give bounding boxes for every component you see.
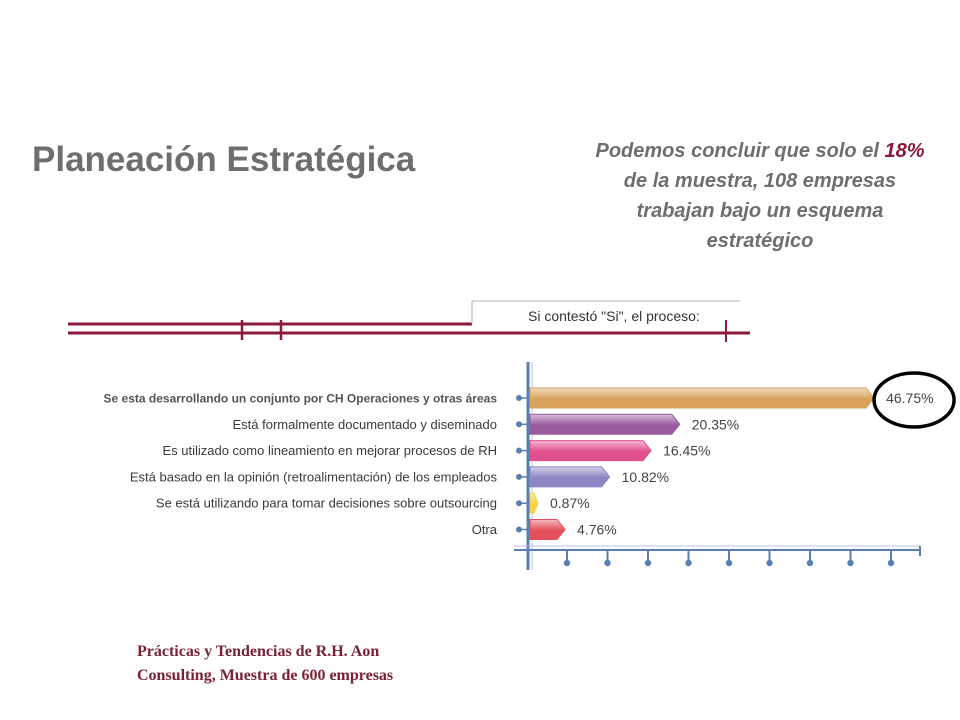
source-citation: Prácticas y Tendencias de R.H. Aon Consu… <box>137 640 393 688</box>
category-label: Se está utilizando para tomar decisiones… <box>156 496 497 511</box>
x-tick-dot <box>563 559 571 567</box>
category-label: Otra <box>472 522 498 537</box>
value-label: 4.76% <box>577 522 617 538</box>
highlight-circle <box>872 371 956 429</box>
conclusion-part2: de la muestra, 108 empresas trabajan baj… <box>623 170 897 252</box>
chart-heading: Si contestó "Si", el proceso: <box>528 308 700 324</box>
bar-chart: Si contestó "Si", el proceso: Se esta de… <box>68 300 956 570</box>
bar <box>529 492 539 514</box>
source-line-2: Consulting, Muestra de 600 empresas <box>137 667 394 684</box>
value-label: 10.82% <box>622 469 669 485</box>
slide-title: Planeación Estratégica <box>32 140 416 179</box>
chart-bars <box>529 387 875 540</box>
bar <box>529 466 611 488</box>
value-label: 0.87% <box>550 495 590 511</box>
category-labels: Se esta desarrollando un conjunto por CH… <box>104 392 498 538</box>
x-tick-dot <box>847 559 854 567</box>
bar <box>529 440 652 462</box>
conclusion-part1: Podemos concluir que solo el <box>595 140 885 162</box>
x-tick-dot <box>644 559 652 567</box>
value-labels: 46.75% 20.35% 16.45% 10.82% 0.87% 4.76% <box>550 390 934 538</box>
bar <box>529 413 681 435</box>
category-label: Está formalmente documentado y diseminad… <box>233 417 497 432</box>
chart-header-decoration: Si contestó "Si", el proceso: <box>68 300 750 342</box>
x-tick-dot <box>604 559 611 567</box>
value-label: 20.35% <box>692 416 739 432</box>
category-label: Está basado en la opinión (retroalimenta… <box>130 469 498 484</box>
x-tick-dot <box>725 559 733 567</box>
value-label: 46.75% <box>886 390 933 406</box>
value-label: 16.45% <box>663 443 710 459</box>
bar <box>529 519 566 540</box>
bar <box>529 387 875 409</box>
x-tick-dot <box>806 559 814 567</box>
category-label: Es utilizado como lineamiento en mejorar… <box>162 443 497 458</box>
category-label: Se esta desarrollando un conjunto por CH… <box>104 392 498 406</box>
x-tick-dot <box>887 559 895 567</box>
conclusion-highlight: 18% <box>884 140 925 162</box>
source-line-1: Prácticas y Tendencias de R.H. Aon <box>137 643 380 660</box>
x-tick-dot <box>685 559 692 567</box>
x-tick-dot <box>766 559 773 567</box>
conclusion-text: Podemos concluir que solo el 18% de la m… <box>590 136 930 256</box>
